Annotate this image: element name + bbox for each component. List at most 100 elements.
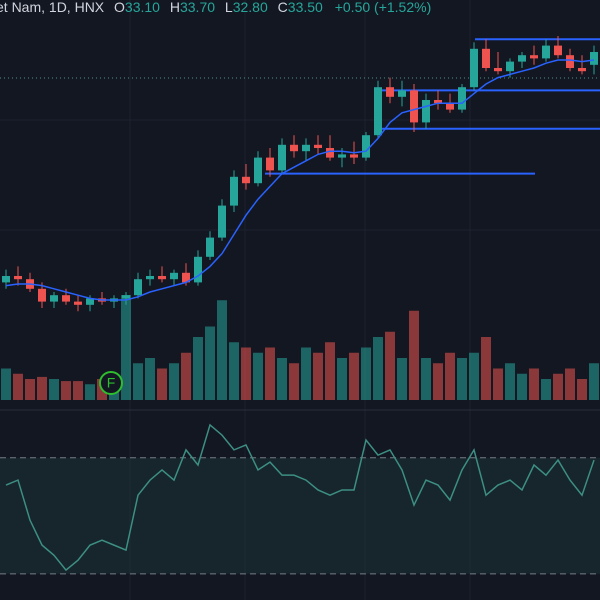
l-label: L <box>225 0 233 15</box>
candle-body <box>398 90 406 97</box>
candle-body <box>542 45 550 59</box>
volume-bar <box>61 381 71 400</box>
close: 33.50 <box>288 0 323 15</box>
candle-body <box>254 157 262 184</box>
volume-bar <box>457 358 467 400</box>
volume-bar <box>481 337 491 400</box>
volume-bar <box>541 379 551 400</box>
volume-bar <box>517 373 527 400</box>
legend: et Nam, 1D, HNX O33.10 H33.70 L32.80 C33… <box>0 0 431 15</box>
candle-body <box>530 55 538 59</box>
volume-bar <box>13 373 23 400</box>
volume-bar <box>493 368 503 400</box>
volume-bar <box>205 326 215 400</box>
volume-bar <box>37 376 47 400</box>
volume-bar <box>73 381 83 400</box>
candle-body <box>590 52 598 65</box>
volume-bar <box>505 363 515 400</box>
o-label: O <box>114 0 125 15</box>
candle-body <box>386 87 394 97</box>
candle-body <box>86 298 94 305</box>
volume-bar <box>277 358 287 400</box>
candle-body <box>374 87 382 136</box>
volume-bar <box>529 368 539 400</box>
volume-bar <box>385 331 395 400</box>
flag-marker: F <box>99 371 123 395</box>
candle-body <box>230 176 238 206</box>
candle-body <box>458 87 466 110</box>
candle-body <box>2 276 10 283</box>
volume-bar <box>337 358 347 400</box>
candle-body <box>170 272 178 280</box>
volume-bar <box>349 352 359 400</box>
candle-body <box>182 272 190 283</box>
volume-bar <box>409 310 419 400</box>
volume-bar <box>301 347 311 400</box>
candle-body <box>518 55 526 62</box>
candle-body <box>278 144 286 171</box>
candle-body <box>482 48 490 68</box>
candle-body <box>410 90 418 123</box>
volume-bar <box>253 352 263 400</box>
candle-body <box>242 176 250 184</box>
volume-bar <box>325 342 335 400</box>
candle-body <box>350 154 358 158</box>
change: +0.50 (+1.52%) <box>335 0 432 15</box>
volume-bar <box>133 363 143 400</box>
moving-average <box>5 59 595 301</box>
candle-body <box>362 135 370 158</box>
candle-body <box>314 144 322 148</box>
volume-bar <box>421 358 431 400</box>
volume-bar <box>361 347 371 400</box>
volume-bar <box>565 368 575 400</box>
symbol: et Nam, 1D, HNX <box>0 0 105 15</box>
candle-body <box>206 237 214 257</box>
candle-body <box>50 295 58 302</box>
candle-body <box>422 100 430 123</box>
candle-body <box>470 48 478 88</box>
volume-bar <box>313 352 323 400</box>
rsi-band <box>0 457 600 574</box>
high: 33.70 <box>180 0 215 15</box>
volume-bar <box>577 379 587 400</box>
price-pane <box>2 36 600 312</box>
candle-body <box>74 301 82 305</box>
volume-bar <box>553 373 563 400</box>
candle-body <box>326 148 334 158</box>
volume-bar <box>241 347 251 400</box>
c-label: C <box>278 0 288 15</box>
volume-bar <box>1 368 11 400</box>
volume-bar <box>193 337 203 400</box>
candle-body <box>218 205 226 238</box>
volume-bar <box>397 358 407 400</box>
rsi-line <box>5 423 595 572</box>
candle-body <box>290 144 298 152</box>
candle-body <box>506 61 514 72</box>
volume-bar <box>433 363 443 400</box>
candle-body <box>266 157 274 171</box>
open: 33.10 <box>125 0 160 15</box>
flag-label: F <box>107 375 116 391</box>
candle-body <box>146 276 154 280</box>
volume-bar <box>289 363 299 400</box>
volume-bar <box>169 363 179 400</box>
volume-bar <box>157 368 167 400</box>
candle-body <box>302 144 310 152</box>
volume-bar <box>49 379 59 400</box>
candle-body <box>434 100 442 104</box>
volume-bar <box>145 358 155 400</box>
candle-body <box>158 276 166 280</box>
volume-bar <box>25 379 35 400</box>
candle-body <box>494 68 502 72</box>
candle-body <box>554 45 562 56</box>
candle-body <box>578 68 586 72</box>
volume-bar <box>469 352 479 400</box>
volume-bar <box>229 342 239 400</box>
rsi-pane <box>0 423 600 575</box>
volume-bar <box>589 363 599 400</box>
h-label: H <box>170 0 180 15</box>
candle-body <box>194 256 202 283</box>
